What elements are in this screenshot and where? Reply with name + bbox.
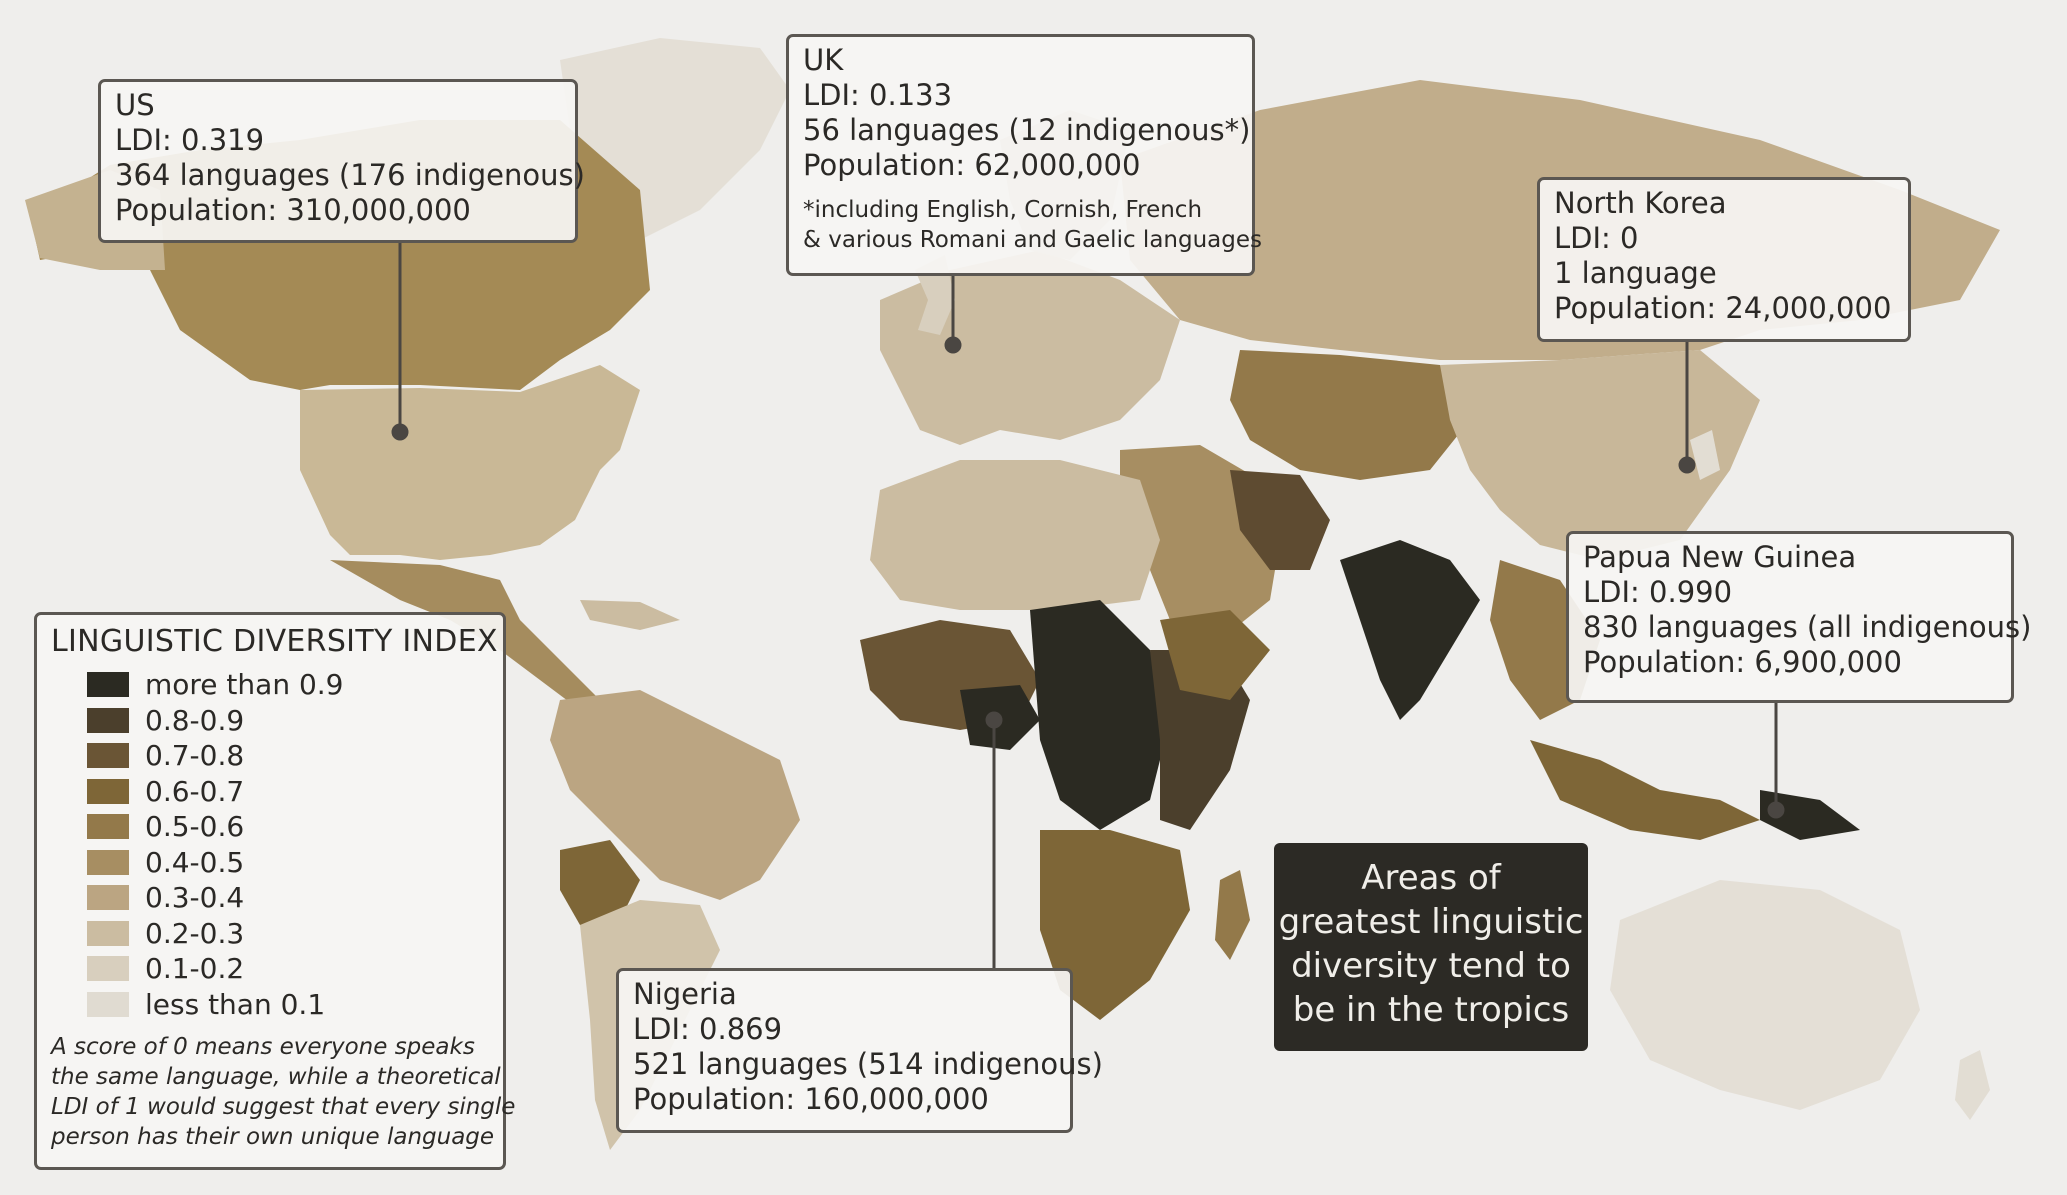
- region-korea: [1690, 430, 1720, 480]
- callout-country: Papua New Guinea: [1583, 540, 1857, 574]
- callout-ldi: LDI: 0.319: [115, 123, 265, 157]
- legend-label: 0.7-0.8: [145, 739, 245, 773]
- callout-languages: 521 languages (514 indigenous): [633, 1047, 1103, 1081]
- region-europe: [880, 250, 1180, 445]
- callout-languages: 56 languages (12 indigenous*): [803, 113, 1251, 147]
- legend-title: LINGUISTIC DIVERSITY INDEX: [51, 624, 498, 659]
- legend-item: 0.5-0.6: [87, 809, 489, 845]
- region-southern-africa: [1040, 830, 1190, 1020]
- legend-item: more than 0.9: [87, 667, 489, 703]
- region-india: [1340, 540, 1480, 720]
- legend-label: 0.3-0.4: [145, 881, 245, 915]
- legend-label: 0.8-0.9: [145, 703, 245, 737]
- legend-item: less than 0.1: [87, 987, 489, 1023]
- callout-ldi: LDI: 0.133: [803, 78, 953, 112]
- legend-note-line: LDI of 1 would suggest that every single: [51, 1094, 516, 1120]
- legend: LINGUISTIC DIVERSITY INDEX more than 0.9…: [34, 612, 516, 1170]
- callout-footnote: *including English, Cornish, French: [803, 197, 1203, 223]
- callout-population: Population: 24,000,000: [1554, 291, 1892, 325]
- legend-swatch: [87, 885, 129, 911]
- region-caribbean: [580, 600, 680, 630]
- legend-swatch: [87, 707, 129, 733]
- legend-swatch: [87, 814, 129, 840]
- region-south-america-north: [550, 690, 800, 900]
- tropics-note-line: diversity tend to: [1291, 946, 1571, 986]
- callout-languages: 1 language: [1554, 256, 1717, 290]
- callout-country: Nigeria: [633, 977, 737, 1011]
- legend-swatch: [87, 778, 129, 804]
- region-new-zealand: [1955, 1050, 1990, 1120]
- legend-note-line: A score of 0 means everyone speaks: [51, 1034, 475, 1060]
- callout-population: Population: 6,900,000: [1583, 645, 1902, 679]
- tropics-note-box: Areas of greatest linguistic diversity t…: [1274, 843, 1588, 1051]
- callout-footnote: & various Romani and Gaelic languages: [803, 227, 1262, 253]
- callout-papua-new-guinea: Papua New Guinea LDI: 0.990 830 language…: [1566, 531, 2032, 703]
- legend-swatch: [87, 920, 129, 946]
- marker-us: [391, 423, 409, 441]
- region-madagascar: [1215, 870, 1250, 960]
- region-papua-new-guinea: [1760, 790, 1860, 840]
- callout-uk: UK LDI: 0.133 56 languages (12 indigenou…: [786, 34, 1262, 276]
- legend-label: 0.5-0.6: [145, 810, 245, 844]
- region-iran: [1230, 470, 1330, 570]
- tropics-note-line: Areas of: [1361, 858, 1501, 898]
- callout-languages: 830 languages (all indigenous): [1583, 610, 2032, 644]
- legend-label: 0.4-0.5: [145, 845, 245, 879]
- callout-country: North Korea: [1554, 186, 1727, 220]
- region-bolivia-peru: [560, 840, 640, 925]
- tropics-note-line: be in the tropics: [1292, 990, 1570, 1030]
- legend-note-line: person has their own unique language: [51, 1124, 495, 1150]
- tropics-note-line: greatest linguistic: [1278, 902, 1584, 942]
- callout-us: US LDI: 0.319 364 languages (176 indigen…: [98, 79, 585, 243]
- callout-population: Population: 62,000,000: [803, 148, 1141, 182]
- legend-item: 0.1-0.2: [87, 951, 489, 987]
- legend-swatch: [87, 849, 129, 875]
- callout-nigeria: Nigeria LDI: 0.869 521 languages (514 in…: [616, 968, 1103, 1133]
- legend-item: 0.2-0.3: [87, 916, 489, 952]
- region-united-states: [300, 365, 640, 560]
- callout-population: Population: 160,000,000: [633, 1082, 989, 1116]
- legend-note: A score of 0 means everyone speaks the s…: [51, 1032, 516, 1152]
- marker-north-korea: [1678, 456, 1696, 474]
- legend-label: less than 0.1: [145, 987, 326, 1021]
- legend-note-line: the same language, while a theoretical: [51, 1064, 501, 1090]
- marker-uk: [944, 336, 962, 354]
- callout-country: US: [115, 88, 155, 122]
- region-indonesia: [1530, 740, 1760, 840]
- legend-swatch: [87, 991, 129, 1017]
- legend-items: more than 0.9 0.8-0.9 0.7-0.8 0.6-0.7 0.5-0.…: [51, 667, 489, 1022]
- legend-label: 0.2-0.3: [145, 916, 245, 950]
- legend-item: 0.8-0.9: [87, 703, 489, 739]
- legend-swatch: [87, 956, 129, 982]
- callout-ldi: LDI: 0: [1554, 221, 1639, 255]
- legend-label: 0.6-0.7: [145, 774, 245, 808]
- legend-item: 0.7-0.8: [87, 738, 489, 774]
- region-central-asia: [1230, 350, 1470, 480]
- region-north-africa: [870, 460, 1160, 610]
- callout-country: UK: [803, 43, 844, 77]
- region-central-africa: [1030, 600, 1170, 830]
- callout-north-korea: North Korea LDI: 0 1 language Population…: [1537, 177, 1911, 342]
- legend-swatch: [87, 743, 129, 769]
- legend-item: 0.3-0.4: [87, 880, 489, 916]
- legend-item: 0.4-0.5: [87, 845, 489, 881]
- callout-languages: 364 languages (176 indigenous): [115, 158, 585, 192]
- region-australia: [1610, 880, 1920, 1110]
- legend-label: 0.1-0.2: [145, 952, 245, 986]
- region-horn-africa: [1160, 610, 1270, 700]
- legend-item: 0.6-0.7: [87, 774, 489, 810]
- region-china: [1440, 350, 1760, 560]
- callout-ldi: LDI: 0.869: [633, 1012, 783, 1046]
- region-mexico: [330, 560, 600, 710]
- callout-population: Population: 310,000,000: [115, 193, 471, 227]
- marker-nigeria: [985, 711, 1003, 729]
- legend-label: more than 0.9: [145, 668, 344, 702]
- callout-ldi: LDI: 0.990: [1583, 575, 1733, 609]
- legend-swatch: [87, 672, 129, 698]
- marker-papua-new-guinea: [1767, 801, 1785, 819]
